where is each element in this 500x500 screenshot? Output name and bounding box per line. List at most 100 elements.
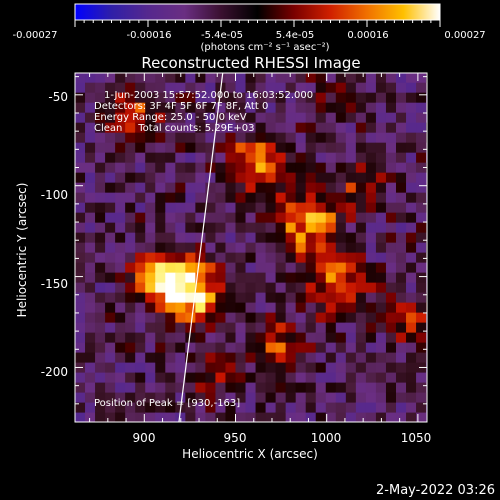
heatmap-cell bbox=[115, 142, 126, 153]
heatmap-cell bbox=[185, 112, 196, 123]
heatmap-cell bbox=[395, 162, 407, 173]
heatmap-cell bbox=[385, 192, 397, 203]
heatmap-cell bbox=[345, 272, 357, 283]
heatmap-cell bbox=[265, 142, 277, 153]
heatmap-cell bbox=[105, 242, 116, 253]
heatmap-cell bbox=[95, 132, 106, 143]
heatmap-cell bbox=[245, 102, 257, 113]
heatmap-cell bbox=[265, 262, 277, 273]
heatmap-cell bbox=[335, 322, 347, 333]
heatmap-cell bbox=[135, 73, 146, 83]
heatmap-cell bbox=[365, 332, 377, 343]
heatmap-cell bbox=[365, 222, 377, 233]
heatmap-cell bbox=[426, 222, 427, 233]
heatmap-cell bbox=[125, 402, 136, 413]
heatmap-cell bbox=[255, 192, 267, 203]
heatmap-cell bbox=[215, 102, 227, 113]
heatmap-cell bbox=[325, 412, 337, 422]
heatmap-cell bbox=[215, 392, 227, 403]
heatmap-cell bbox=[335, 192, 347, 203]
heatmap-cell bbox=[235, 272, 247, 283]
heatmap-cell bbox=[395, 412, 407, 422]
heatmap-cell bbox=[195, 172, 207, 183]
heatmap-cell bbox=[345, 242, 357, 253]
heatmap-cell bbox=[345, 402, 357, 413]
heatmap-cell bbox=[275, 73, 287, 83]
heatmap-cell bbox=[245, 202, 257, 213]
heatmap-cell bbox=[115, 292, 126, 303]
heatmap-cell bbox=[205, 312, 217, 323]
heatmap-cell bbox=[255, 82, 267, 93]
heatmap-cell bbox=[295, 322, 307, 333]
heatmap-cell bbox=[426, 242, 427, 253]
heatmap-cell bbox=[245, 242, 257, 253]
heatmap-cell bbox=[355, 192, 367, 203]
heatmap-cell bbox=[305, 312, 317, 323]
heatmap-cell bbox=[375, 252, 387, 263]
heatmap-cell bbox=[135, 142, 146, 153]
heatmap-cell bbox=[225, 132, 237, 143]
heatmap-cell bbox=[395, 122, 407, 133]
heatmap-cell bbox=[406, 222, 417, 233]
heatmap-cell bbox=[345, 112, 357, 123]
heatmap-cell bbox=[406, 242, 417, 253]
heatmap-cell bbox=[275, 262, 287, 273]
heatmap-cell bbox=[225, 162, 237, 173]
heatmap-cell bbox=[265, 312, 277, 323]
heatmap-cell bbox=[225, 242, 237, 253]
heatmap-cell bbox=[255, 372, 267, 383]
heatmap-cell bbox=[215, 312, 227, 323]
heatmap-cell bbox=[295, 73, 307, 83]
heatmap-cell bbox=[75, 312, 86, 323]
heatmap-cell bbox=[365, 382, 377, 393]
heatmap-cell bbox=[385, 402, 397, 413]
heatmap-cell bbox=[365, 322, 377, 333]
heatmap-cell bbox=[175, 232, 186, 243]
heatmap-cell bbox=[375, 232, 387, 243]
heatmap-cell bbox=[185, 232, 196, 243]
heatmap-cell bbox=[225, 102, 237, 113]
heatmap-cell bbox=[295, 162, 307, 173]
heatmap-cell bbox=[235, 312, 247, 323]
heatmap-cell bbox=[335, 252, 347, 263]
heatmap-cell bbox=[225, 202, 237, 213]
heatmap-cell bbox=[355, 102, 367, 113]
heatmap-cell bbox=[265, 352, 277, 363]
heatmap-cell bbox=[155, 132, 166, 143]
heatmap-cell bbox=[165, 192, 176, 203]
heatmap-cell bbox=[145, 122, 156, 133]
heatmap-cell bbox=[85, 132, 96, 143]
heatmap-cell bbox=[325, 222, 337, 233]
heatmap-cell bbox=[85, 352, 96, 363]
heatmap-cell bbox=[255, 322, 267, 333]
heatmap-cell bbox=[295, 402, 307, 413]
heatmap-cell bbox=[335, 402, 347, 413]
heatmap-cell bbox=[416, 262, 427, 273]
heatmap-cell bbox=[285, 222, 297, 233]
heatmap-cell bbox=[285, 102, 297, 113]
heatmap-cell bbox=[195, 73, 207, 83]
heatmap-cell bbox=[215, 132, 227, 143]
heatmap-cell bbox=[165, 332, 176, 343]
heatmap-cell bbox=[305, 192, 317, 203]
heatmap-cell bbox=[215, 342, 227, 353]
heatmap-cell bbox=[255, 182, 267, 193]
heatmap-cell bbox=[305, 392, 317, 403]
heatmap-cell bbox=[426, 92, 427, 103]
heatmap-cell bbox=[395, 362, 407, 373]
heatmap-cell bbox=[115, 92, 126, 103]
heatmap-cell bbox=[285, 232, 297, 243]
heatmap-cell bbox=[85, 122, 96, 133]
heatmap-cell bbox=[255, 162, 267, 173]
heatmap-cell bbox=[145, 332, 156, 343]
heatmap-cell bbox=[235, 362, 247, 373]
heatmap-cell bbox=[426, 152, 427, 163]
heatmap-cell bbox=[395, 232, 407, 243]
heatmap-cell bbox=[406, 142, 417, 153]
heatmap-cell bbox=[285, 382, 297, 393]
axis-ticks bbox=[75, 73, 427, 422]
heatmap-cell bbox=[265, 392, 277, 403]
heatmap-cell bbox=[125, 182, 136, 193]
heatmap-cell bbox=[406, 182, 417, 193]
heatmap-cell bbox=[185, 102, 196, 113]
